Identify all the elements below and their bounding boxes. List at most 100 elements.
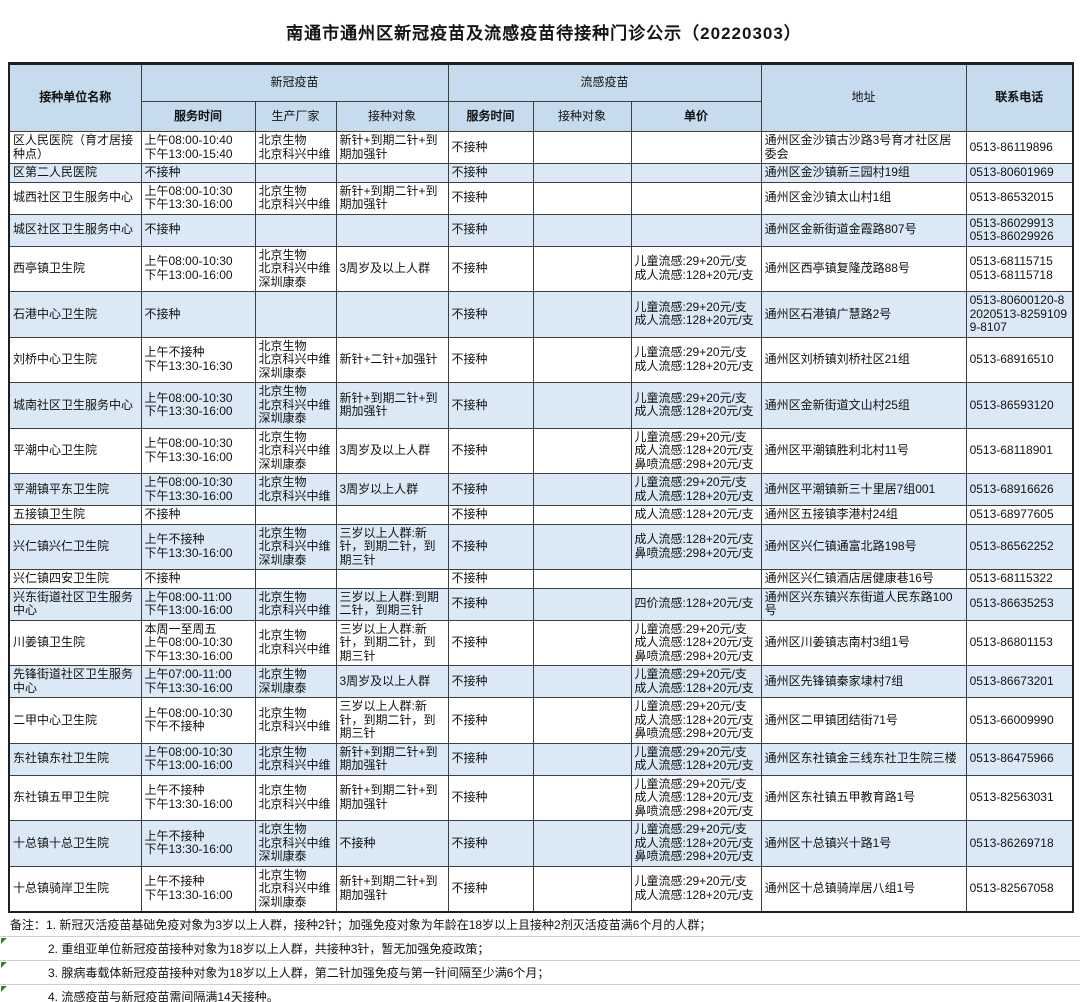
cell-flu-price: 儿童流感:29+20元/支 成人流感:128+20元/支 <box>630 336 762 383</box>
cell-unit-name: 五接镇卫生院 <box>8 505 142 525</box>
table-row: 平潮中心卫生院 上午08:00-10:30 下午13:30-16:00 北京生物… <box>8 427 1074 474</box>
cell-address: 通州区十总镇骑岸居八组1号 <box>760 865 967 913</box>
cell-flu-target <box>532 865 632 913</box>
cell-phone: 0513-86532015 <box>965 181 1074 215</box>
cell-flu-target <box>532 505 632 525</box>
cell-covid-target <box>335 291 449 338</box>
cell-address: 通州区五接镇李港村24组 <box>760 505 967 525</box>
cell-address: 通州区兴仁镇酒店居健康巷16号 <box>760 569 967 589</box>
table-row: 十总镇十总卫生院 上午不接种 下午13:30-16:00 北京生物 北京科兴中维… <box>8 820 1074 867</box>
cell-covid-time: 上午不接种 下午13:30-16:00 <box>140 865 256 913</box>
header-covid-target: 接种对象 <box>335 101 449 132</box>
cell-flu-price: 成人流感:128+20元/支 <box>630 505 762 525</box>
cell-manufacturer: 北京生物 北京科兴中维 <box>254 619 337 666</box>
cell-flu-target <box>532 774 632 821</box>
cell-address: 通州区十总镇兴十路1号 <box>760 820 967 867</box>
cell-manufacturer <box>254 505 337 525</box>
header-covid-group: 新冠疫苗 <box>140 63 449 102</box>
cell-phone: 0513-82567058 <box>965 865 1074 913</box>
cell-covid-time: 上午不接种 下午13:30-16:00 <box>140 523 256 570</box>
cell-flu-price: 儿童流感:29+20元/支 成人流感:128+20元/支 鼻喷流感:298+20… <box>630 619 762 666</box>
cell-covid-target: 三岁以上人群:新针，到期二针，到期三针 <box>335 619 449 666</box>
cell-phone: 0513-68118901 <box>965 427 1074 474</box>
cell-unit-name: 先锋街道社区卫生服务中心 <box>8 665 142 698</box>
cell-covid-target: 新针+到期二针+到期加强针 <box>335 742 449 776</box>
cell-covid-time: 不接种 <box>140 213 256 247</box>
table-row: 兴仁镇兴仁卫生院 上午不接种 下午13:30-16:00 北京生物 北京科兴中维… <box>8 523 1074 570</box>
cell-flu-time: 不接种 <box>447 291 534 338</box>
cell-flu-price: 儿童流感:29+20元/支 成人流感:128+20元/支 鼻喷流感:298+20… <box>630 774 762 821</box>
cell-phone: 0513-86029913 0513-86029926 <box>965 213 1074 247</box>
cell-manufacturer <box>254 213 337 247</box>
cell-covid-time: 上午08:00-10:30 下午13:00-16:00 <box>140 245 256 292</box>
cell-address: 通州区石港镇广慧路2号 <box>760 291 967 338</box>
cell-phone: 0513-80601969 <box>965 163 1074 183</box>
cell-flu-price <box>630 181 762 215</box>
cell-phone: 0513-68115322 <box>965 569 1074 589</box>
table-row: 二甲中心卫生院 上午08:00-10:30 下午不接种 北京生物 北京科兴中维 … <box>8 697 1074 744</box>
cell-flu-target <box>532 427 632 474</box>
table-row: 区第二人民医院 不接种 不接种 通州区金沙镇新三园村19组 0513-80601… <box>8 163 1074 183</box>
cell-manufacturer: 北京生物 北京科兴中维 <box>254 181 337 215</box>
cell-covid-time: 上午不接种 下午13:30-16:00 <box>140 774 256 821</box>
cell-manufacturer <box>254 291 337 338</box>
cell-flu-target <box>532 587 632 621</box>
cell-covid-time: 上午不接种 下午13:30-16:30 <box>140 336 256 383</box>
cell-phone: 0513-66009990 <box>965 697 1074 744</box>
cell-covid-time: 上午08:00-10:30 下午13:30-16:00 <box>140 427 256 474</box>
cell-phone: 0513-86635253 <box>965 587 1074 621</box>
table-row: 平潮镇平东卫生院 上午08:00-10:30 下午13:30-16:00 北京生… <box>8 473 1074 506</box>
table-body: 区人民医院（育才居接种点） 上午08:00-10:40 下午13:00-15:4… <box>8 131 1074 913</box>
cell-flu-price: 四价流感:128+20元/支 <box>630 587 762 621</box>
cell-address: 通州区刘桥镇刘桥社区21组 <box>760 336 967 383</box>
cell-flu-time: 不接种 <box>447 131 534 164</box>
cell-flu-target <box>532 291 632 338</box>
cell-covid-time: 上午08:00-10:30 下午13:30-16:00 <box>140 181 256 215</box>
cell-address: 通州区西亭镇复隆茂路88号 <box>760 245 967 292</box>
header-address: 地址 <box>760 63 967 132</box>
cell-manufacturer <box>254 163 337 183</box>
cell-unit-name: 城区社区卫生服务中心 <box>8 213 142 247</box>
cell-covid-time: 上午08:00-10:30 下午13:00-16:00 <box>140 742 256 776</box>
cell-unit-name: 二甲中心卫生院 <box>8 697 142 744</box>
cell-covid-target: 3周岁及以上人群 <box>335 665 449 698</box>
cell-covid-time: 不接种 <box>140 291 256 338</box>
cell-unit-name: 十总镇十总卫生院 <box>8 820 142 867</box>
cell-manufacturer: 北京生物 深圳康泰 <box>254 665 337 698</box>
cell-covid-time: 上午08:00-11:00 下午13:00-16:00 <box>140 587 256 621</box>
header-flu-group: 流感疫苗 <box>447 63 762 102</box>
cell-covid-target <box>335 505 449 525</box>
cell-covid-time: 不接种 <box>140 569 256 589</box>
cell-manufacturer: 北京生物 北京科兴中维 深圳康泰 <box>254 865 337 913</box>
cell-manufacturer: 北京生物 北京科兴中维 深圳康泰 <box>254 523 337 570</box>
cell-phone: 0513-80600120-82020513-82591099-8107 <box>965 291 1074 338</box>
cell-flu-target <box>532 245 632 292</box>
cell-flu-price: 儿童流感:29+20元/支 成人流感:128+20元/支 鼻喷流感:298+20… <box>630 820 762 867</box>
cell-covid-time: 不接种 <box>140 163 256 183</box>
note-text: 1. 新冠灭活疫苗基础免疫对象为3岁以上人群，接种2针；加强免疫对象为年龄在18… <box>46 918 712 932</box>
cell-unit-name: 石港中心卫生院 <box>8 291 142 338</box>
cell-covid-time: 上午不接种 下午13:30-16:00 <box>140 820 256 867</box>
cell-covid-target: 不接种 <box>335 820 449 867</box>
cell-covid-target: 新针+到期二针+到期加强针 <box>335 865 449 913</box>
comment-marker-icon <box>1 938 7 944</box>
comment-marker-icon <box>1 986 7 992</box>
cell-flu-time: 不接种 <box>447 587 534 621</box>
table-row: 川姜镇卫生院 本周一至周五 上午08:00-10:30 下午13:30-16:0… <box>8 619 1074 666</box>
header-phone: 联系电话 <box>965 63 1074 132</box>
cell-unit-name: 区人民医院（育才居接种点） <box>8 131 142 164</box>
table-row: 先锋街道社区卫生服务中心 上午07:00-11:00 下午13:30-16:00… <box>8 665 1074 698</box>
cell-address: 通州区金沙镇新三园村19组 <box>760 163 967 183</box>
cell-phone: 0513-86119896 <box>965 131 1074 164</box>
table-row: 西亭镇卫生院 上午08:00-10:30 下午13:00-16:00 北京生物 … <box>8 245 1074 292</box>
table-row: 城区社区卫生服务中心 不接种 不接种 通州区金新街道金霞路807号 0513-8… <box>8 213 1074 247</box>
vaccine-schedule-table: 接种单位名称 新冠疫苗 流感疫苗 地址 联系电话 服务时间 生产厂家 接种对象 … <box>8 62 1075 913</box>
cell-unit-name: 区第二人民医院 <box>8 163 142 183</box>
cell-covid-target <box>335 213 449 247</box>
cell-flu-price <box>630 131 762 164</box>
note-text: 4. 流感疫苗与新冠疫苗需间隔满14天接种。 <box>48 990 279 1002</box>
cell-phone: 0513-82563031 <box>965 774 1074 821</box>
table-row: 城南社区卫生服务中心 上午08:00-10:30 下午13:30-16:00 北… <box>8 382 1074 429</box>
cell-flu-target <box>532 131 632 164</box>
cell-unit-name: 城西社区卫生服务中心 <box>8 181 142 215</box>
